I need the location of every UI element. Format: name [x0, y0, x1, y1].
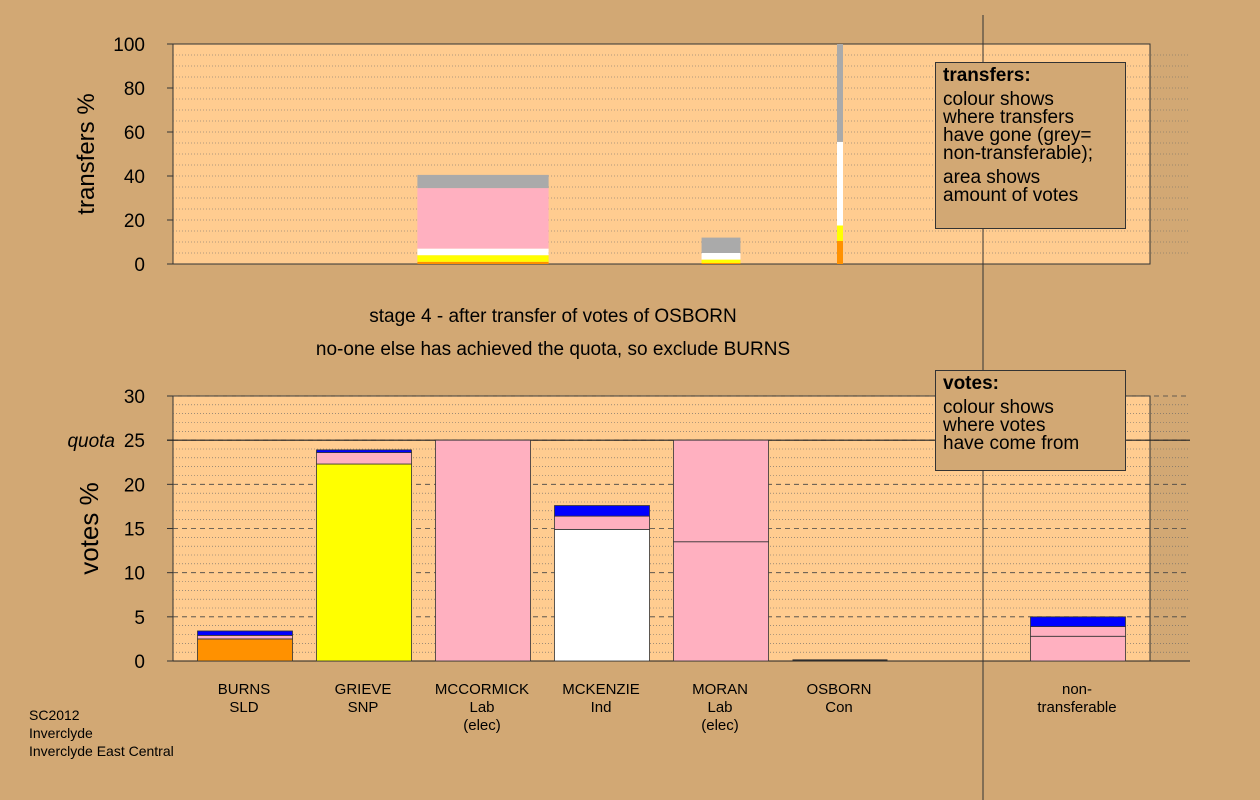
transfers-y-tick-label: 0 — [134, 255, 145, 276]
vote-segment-non-transferable — [1030, 626, 1126, 637]
transfers-y-tick-label: 100 — [113, 35, 145, 56]
candidate-label-osborn: OSBORN Con — [779, 681, 899, 717]
candidate-name: MCKENZIE — [562, 681, 640, 698]
vote-segment-grieve — [316, 463, 412, 662]
vote-segment-grieve — [316, 449, 412, 453]
candidate-party: Ind — [590, 699, 612, 716]
candidate-label-burns: BURNS SLD — [184, 681, 304, 717]
candidate-label-mckenzie: MCKENZIE Ind — [541, 681, 661, 717]
transfer-segment-moran — [701, 237, 741, 253]
candidate-name: OSBORN — [806, 681, 872, 698]
vote-segment-moran — [673, 439, 769, 543]
stage-title: stage 4 - after transfer of votes of OSB… — [0, 306, 1106, 361]
transfer-segment-mccormick — [417, 261, 549, 264]
footer-line: Inverclyde East Central — [29, 743, 174, 759]
transfers-legend-line: where transfers — [943, 107, 1074, 128]
candidate-name: MORAN — [692, 681, 748, 698]
votes-legend-title: votes: — [943, 373, 999, 394]
votes-y-tick-label: 15 — [124, 520, 145, 541]
stage-line-1: stage 4 - after transfer of votes of OSB… — [369, 306, 737, 327]
transfer-segment-osborn — [837, 225, 843, 241]
transfer-segment-mccormick — [417, 174, 549, 189]
transfer-segment-moran — [701, 262, 741, 264]
transfer-segment-mccormick — [417, 188, 549, 249]
vote-segment-burns — [197, 634, 293, 640]
transfer-segment-moran — [701, 259, 741, 263]
transfers-legend-line: area shows — [943, 167, 1041, 188]
candidate-party: Lab — [707, 699, 733, 716]
transfers-y-tick-label: 80 — [124, 79, 145, 100]
votes-y-tick-label: 10 — [124, 564, 145, 585]
transfer-segment-mccormick — [417, 248, 549, 256]
vote-segment-mckenzie — [554, 515, 650, 530]
vote-segment-non-transferable — [1030, 616, 1126, 627]
votes-legend-line: colour shows — [943, 397, 1054, 418]
vote-segment-mckenzie — [554, 528, 650, 662]
candidate-label-moran: MORAN Lab (elec) — [660, 681, 780, 735]
transfer-segment-osborn — [837, 240, 843, 264]
vote-segment-mckenzie — [554, 505, 650, 517]
vote-segment-grieve — [316, 452, 412, 465]
quota-label: quota — [67, 431, 115, 452]
transfers-legend-title: transfers: — [943, 65, 1031, 86]
transfer-segment-mccormick — [417, 255, 549, 262]
transfers-legend-line: non-transferable); — [943, 143, 1093, 164]
candidate-note: (elec) — [463, 717, 501, 734]
votes-legend-line: where votes — [943, 415, 1046, 436]
votes-y-axis-label: votes % — [74, 482, 104, 575]
transfers-legend: transfers: colour shows where transfers … — [935, 62, 1126, 229]
candidate-label-nontransferable: non- transferable — [1017, 681, 1137, 717]
vote-segment-mccormick — [435, 439, 531, 662]
votes-y-tick-label: 30 — [124, 387, 145, 408]
candidate-note: (elec) — [701, 717, 739, 734]
transfer-segment-osborn — [837, 141, 843, 226]
candidate-name: MCCORMICK — [434, 681, 530, 698]
votes-y-tick-label: 20 — [124, 475, 145, 496]
candidate-party: Lab — [469, 699, 495, 716]
footer-line: SC2012 — [29, 707, 80, 723]
candidate-label-mccormick: MCCORMICK Lab (elec) — [422, 681, 542, 735]
transfer-segment-moran — [701, 253, 741, 260]
candidate-party: SNP — [347, 699, 379, 716]
vote-segment-burns — [197, 638, 293, 662]
candidate-party: Con — [825, 699, 853, 716]
transfers-legend-line: amount of votes — [943, 185, 1079, 206]
votes-y-tick-label: 5 — [134, 608, 145, 629]
candidate-party: transferable — [1037, 699, 1117, 716]
footer-info: SC2012 Inverclyde Inverclyde East Centra… — [29, 706, 174, 760]
vote-segment-non-transferable — [1030, 635, 1126, 662]
candidate-party: SLD — [229, 699, 259, 716]
stage-line-2: no-one else has achieved the quota, so e… — [315, 339, 791, 360]
vote-segment-moran — [673, 541, 769, 662]
votes-y-tick-label: 25 — [124, 431, 145, 452]
votes-legend-line: have come from — [943, 433, 1080, 454]
candidate-name: non- — [1061, 681, 1093, 698]
transfer-segment-osborn — [837, 44, 843, 142]
transfers-legend-line: colour shows — [943, 89, 1054, 110]
candidate-name: GRIEVE — [334, 681, 392, 698]
transfers-y-axis-label: transfers % — [73, 93, 100, 214]
votes-legend: votes: colour shows where votes have com… — [935, 370, 1126, 471]
transfers-legend-line: have gone (grey= — [943, 125, 1092, 146]
vote-segment-burns — [197, 630, 293, 636]
candidate-name: BURNS — [217, 681, 271, 698]
transfers-y-tick-label: 60 — [124, 123, 145, 144]
transfers-y-tick-label: 20 — [124, 211, 145, 232]
candidate-label-grieve: GRIEVE SNP — [303, 681, 423, 717]
transfers-y-tick-label: 40 — [124, 167, 145, 188]
votes-y-tick-label: 0 — [134, 652, 145, 673]
footer-line: Inverclyde — [29, 725, 93, 741]
